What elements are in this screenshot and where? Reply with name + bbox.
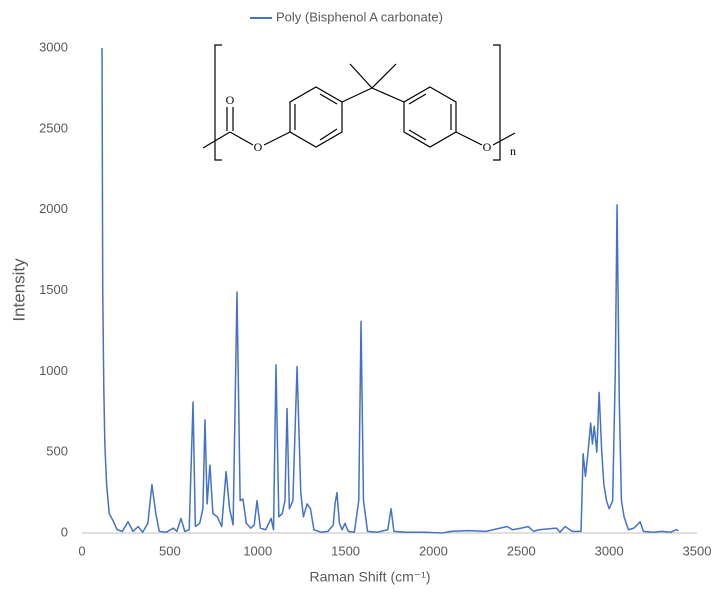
atom-label: O <box>226 93 235 107</box>
x-tick-label: 500 <box>159 543 181 558</box>
bond <box>455 131 483 146</box>
y-tick-label: 2000 <box>39 201 68 216</box>
ring <box>289 86 343 148</box>
bond <box>371 63 397 89</box>
y-tick-label: 3000 <box>39 39 68 54</box>
x-tick-label: 0 <box>78 543 85 558</box>
bond <box>349 63 373 89</box>
atom-label: O <box>483 140 492 154</box>
repeat-label: n <box>510 144 516 158</box>
y-tick-label: 500 <box>46 444 68 459</box>
bond <box>202 131 231 149</box>
atom-label: O <box>254 140 263 154</box>
bond <box>341 87 373 103</box>
bond <box>319 128 338 141</box>
bond <box>492 132 516 146</box>
legend-label: Poly (Bisphenol A carbonate) <box>276 9 443 24</box>
y-tick-label: 1000 <box>39 363 68 378</box>
x-axis-label: Raman Shift (cm⁻¹) <box>310 569 431 585</box>
x-tick-label: 3500 <box>683 543 712 558</box>
x-tick-label: 1500 <box>331 543 360 558</box>
bond <box>263 131 291 146</box>
bond <box>408 129 427 141</box>
y-axis-label: Intensity <box>9 258 28 322</box>
bond <box>408 93 427 105</box>
ring <box>403 86 457 148</box>
x-tick-label: 2000 <box>419 543 448 558</box>
bond <box>229 131 254 146</box>
y-tick-label: 1500 <box>39 282 68 297</box>
structure: O O O n <box>202 44 516 161</box>
x-tick-label: 2500 <box>507 543 536 558</box>
bond <box>371 87 405 103</box>
x-tick-label: 1000 <box>243 543 272 558</box>
y-tick-label: 2500 <box>39 120 68 135</box>
bracket <box>493 44 501 161</box>
spectrum-line <box>101 48 679 534</box>
y-tick-label: 0 <box>61 524 68 539</box>
bond <box>319 93 338 105</box>
x-tick-label: 3000 <box>595 543 624 558</box>
bracket <box>214 44 222 161</box>
